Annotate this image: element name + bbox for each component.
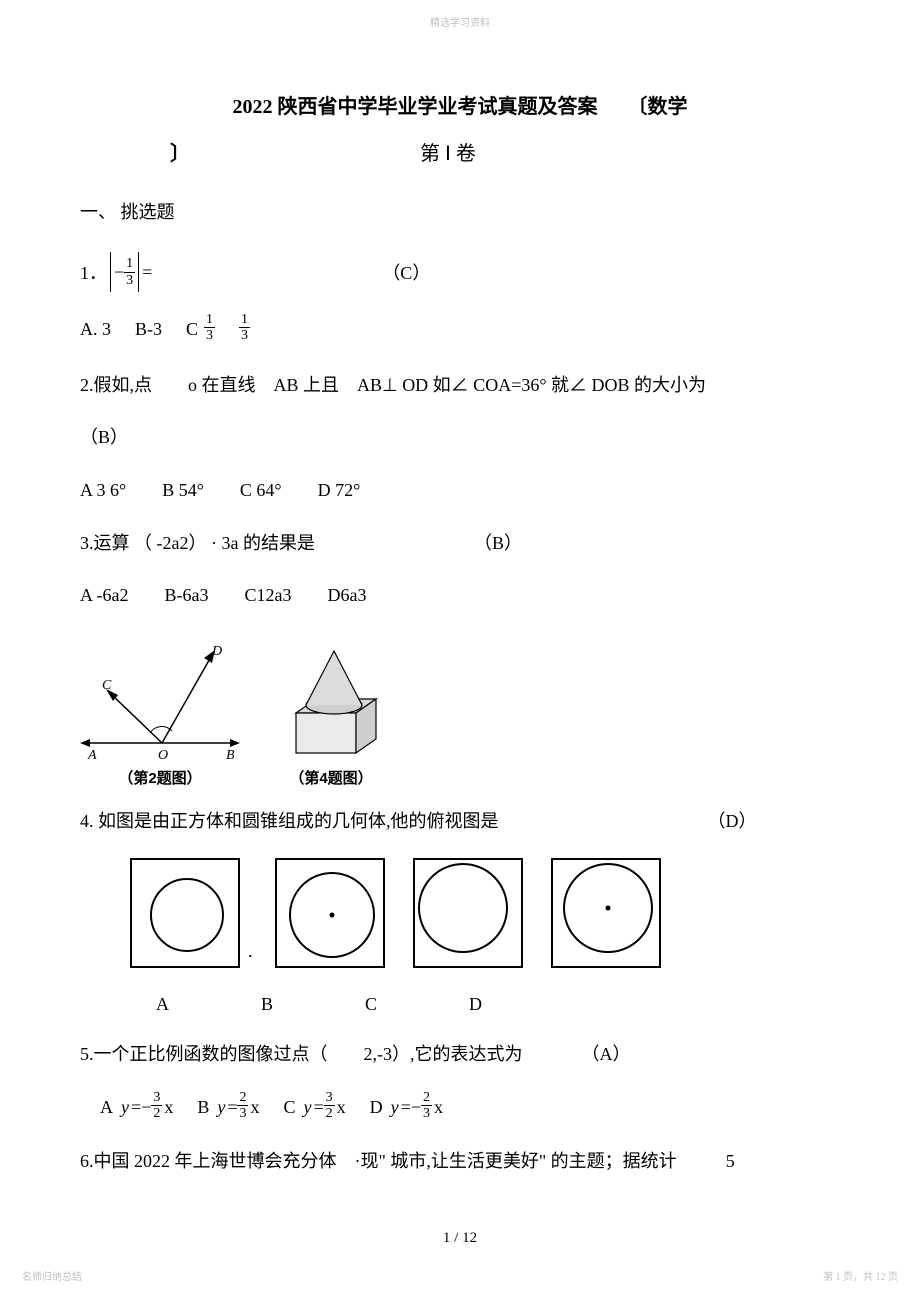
figure-q2: A O B C D （第2题图） bbox=[80, 643, 240, 788]
neg: − bbox=[141, 1097, 151, 1118]
svg-text:O: O bbox=[158, 748, 168, 763]
frac-den: 3 bbox=[204, 328, 215, 343]
figures-row: A O B C D （第2题图） （第4题图） bbox=[80, 633, 840, 788]
neg: − bbox=[411, 1097, 421, 1118]
question-2: 2.假如,点 o 在直线 AB 上且 AB⊥ OD 如∠ COA=36° 就∠ … bbox=[80, 370, 840, 401]
neg-sign: − bbox=[114, 262, 124, 283]
q5-text: 5.一个正比例函数的图像过点（ 2,-3）,它的表达式为 bbox=[80, 1044, 523, 1064]
q6-text: 6.中国 2022 年上海世博会充分体 ·现" 城市,让生活更美好" 的主题；据… bbox=[80, 1151, 677, 1171]
q1-opt-c-label: C bbox=[186, 319, 198, 340]
q4-opt-b-svg bbox=[277, 860, 383, 966]
frac-num: 3 bbox=[151, 1090, 162, 1106]
svg-text:D: D bbox=[211, 644, 222, 659]
fraction-1-3: 1 3 bbox=[124, 256, 135, 288]
frac-num: 1 bbox=[239, 312, 250, 328]
q5-opt-d-frac: 2 3 bbox=[421, 1090, 432, 1122]
q4-text: 4. 如图是由正方体和圆锥组成的几何体,他的俯视图是 bbox=[80, 811, 499, 831]
footer-left: 名师归纳总结 bbox=[22, 1268, 82, 1283]
question-4: 4. 如图是由正方体和圆锥组成的几何体,他的俯视图是 （D） bbox=[80, 806, 840, 837]
svg-text:B: B bbox=[226, 748, 235, 763]
q4-letter-d: D bbox=[469, 994, 482, 1015]
equals: = bbox=[142, 262, 152, 283]
q5-opt-a-frac: 3 2 bbox=[151, 1090, 162, 1122]
q5-options: A y = − 3 2 x B y = 2 3 x C y = 3 2 x D bbox=[100, 1092, 840, 1124]
q1-opt-b: B-3 bbox=[135, 319, 162, 340]
q5-opt-c: C y = 3 2 x bbox=[283, 1092, 347, 1124]
q1-opt-c: C 1 3 bbox=[186, 314, 215, 346]
q6-tail: 5 bbox=[726, 1151, 735, 1171]
q3-text: 3.运算 （ -2a2） · 3a 的结果是 bbox=[80, 533, 315, 553]
q1-options: A. 3 B-3 C 1 3 1 3 bbox=[80, 314, 840, 346]
q3-options: A -6a2 B-6a3 C12a3 D6a3 bbox=[80, 580, 840, 611]
frac-num: 2 bbox=[421, 1090, 432, 1106]
q4-letter-c: C bbox=[365, 994, 377, 1015]
title-subtitle: 第 Ⅰ 卷 bbox=[420, 137, 476, 166]
frac-den: 3 bbox=[124, 273, 135, 288]
figure-q4-caption: （第4题图） bbox=[266, 767, 396, 788]
q4-answer: （D） bbox=[708, 811, 757, 831]
title-line-2: 〕 第 Ⅰ 卷 bbox=[80, 137, 840, 166]
q4-opt-d-svg bbox=[553, 860, 659, 966]
q1-answer: （C） bbox=[382, 259, 430, 285]
frac-den: 2 bbox=[151, 1106, 162, 1121]
q5-opt-d-label: D bbox=[370, 1097, 383, 1118]
q1-prefix: 1． bbox=[80, 259, 107, 285]
q2-answer: （B） bbox=[80, 422, 840, 453]
q4-opt-d-fig bbox=[551, 858, 661, 968]
frac-num: 1 bbox=[124, 256, 135, 272]
frac-den: 3 bbox=[237, 1106, 248, 1121]
title-line-1: 2022 陕西省中学毕业学业考试真题及答案 〔数学 bbox=[80, 90, 840, 119]
q2-options: A 3 6° B 54° C 64° D 72° bbox=[80, 475, 840, 506]
page-number: 1 / 12 bbox=[0, 1230, 920, 1247]
q5-opt-d: D y = − 2 3 x bbox=[370, 1092, 445, 1124]
page-content: 2022 陕西省中学毕业学业考试真题及答案 〔数学 〕 第 Ⅰ 卷 一、 挑选题… bbox=[80, 0, 840, 1176]
q1-opt-c-frac: 1 3 bbox=[204, 312, 215, 344]
question-6: 6.中国 2022 年上海世博会充分体 ·现" 城市,让生活更美好" 的主题；据… bbox=[80, 1146, 840, 1177]
frac-num: 1 bbox=[204, 312, 215, 328]
figure-q2-caption: （第2题图） bbox=[80, 767, 240, 788]
title-bracket-close: 〕 bbox=[170, 137, 190, 166]
q4-letter-b: B bbox=[261, 994, 273, 1015]
absolute-value-bars: − 1 3 bbox=[110, 252, 139, 292]
q1-opt-a: A. 3 bbox=[80, 319, 111, 340]
figure-q4: （第4题图） bbox=[266, 633, 396, 788]
dot-separator: . bbox=[248, 941, 253, 962]
q4-option-figures: . bbox=[130, 858, 840, 968]
q4-option-letters: A B C D bbox=[156, 994, 840, 1015]
q4-letter-a: A bbox=[156, 994, 169, 1015]
q5-opt-a-label: A bbox=[100, 1097, 113, 1118]
frac-num: 2 bbox=[237, 1090, 248, 1106]
svg-text:C: C bbox=[102, 678, 112, 693]
figure-q2-svg: A O B C D bbox=[80, 643, 240, 763]
frac-den: 3 bbox=[239, 328, 250, 343]
q4-opt-b-fig bbox=[275, 858, 385, 968]
question-3: 3.运算 （ -2a2） · 3a 的结果是 （B） bbox=[80, 528, 840, 559]
svg-text:A: A bbox=[87, 748, 97, 763]
q4-opt-c-svg bbox=[415, 860, 521, 966]
q1-opt-d: 1 3 bbox=[239, 314, 250, 346]
q3-answer: （B） bbox=[474, 533, 522, 553]
section-heading: 一、 挑选题 bbox=[80, 198, 840, 224]
q4-opt-a-svg bbox=[132, 860, 238, 966]
frac-den: 2 bbox=[324, 1106, 335, 1121]
question-1: 1． − 1 3 = （C） bbox=[80, 252, 840, 292]
q1-opt-d-frac: 1 3 bbox=[239, 312, 250, 344]
watermark-top: 精选学习资料 bbox=[0, 14, 920, 29]
q4-opt-c-fig bbox=[413, 858, 523, 968]
figure-q4-svg bbox=[266, 633, 396, 763]
q5-opt-b-label: B bbox=[197, 1097, 209, 1118]
q4-opt-a-fig bbox=[130, 858, 240, 968]
q5-opt-c-label: C bbox=[283, 1097, 295, 1118]
q5-opt-b: B y = 2 3 x bbox=[197, 1092, 261, 1124]
q5-opt-b-frac: 2 3 bbox=[237, 1090, 248, 1122]
frac-den: 3 bbox=[421, 1106, 432, 1121]
frac-num: 3 bbox=[324, 1090, 335, 1106]
footer-right: 第 1 页，共 12 页 bbox=[823, 1268, 898, 1283]
q5-opt-a: A y = − 3 2 x bbox=[100, 1092, 175, 1124]
q5-answer: （A） bbox=[582, 1044, 631, 1064]
question-5: 5.一个正比例函数的图像过点（ 2,-3）,它的表达式为 （A） bbox=[80, 1039, 840, 1070]
q5-opt-c-frac: 3 2 bbox=[324, 1090, 335, 1122]
